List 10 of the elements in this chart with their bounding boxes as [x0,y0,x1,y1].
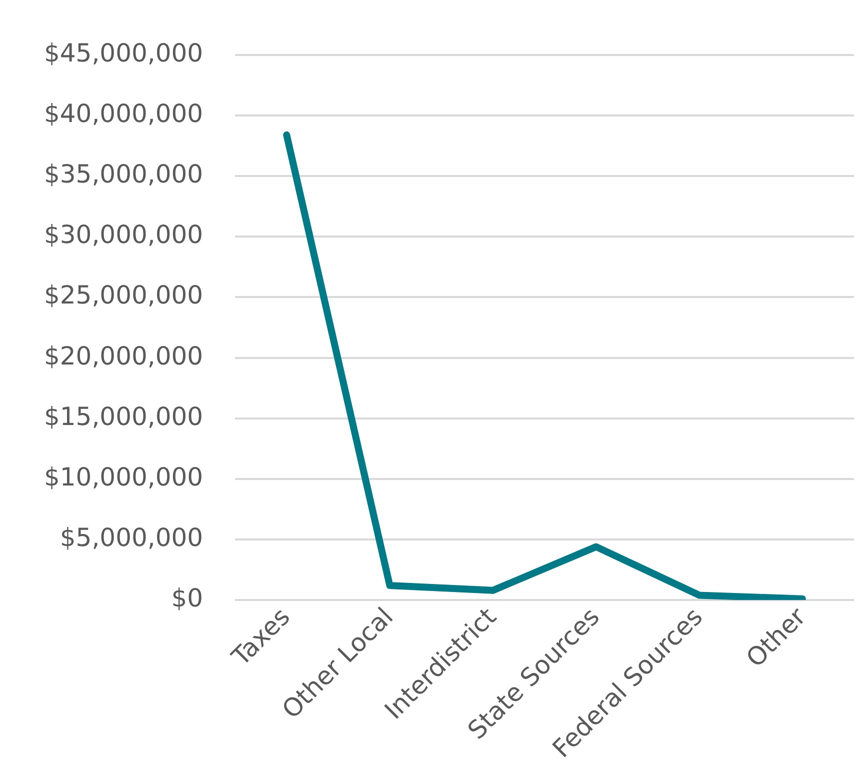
y-tick-label: $10,000,000 [44,462,204,492]
y-tick-label: $45,000,000 [44,38,204,68]
y-tick-label: $0 [171,584,204,613]
y-tick-label: $15,000,000 [44,402,204,431]
y-tick-label: $40,000,000 [44,99,204,128]
y-tick-label: $5,000,000 [60,522,204,552]
y-tick-label: $25,000,000 [44,280,204,310]
y-tick-label: $30,000,000 [44,220,204,250]
y-tick-label: $20,000,000 [44,341,204,370]
y-tick-label: $35,000,000 [44,160,204,189]
